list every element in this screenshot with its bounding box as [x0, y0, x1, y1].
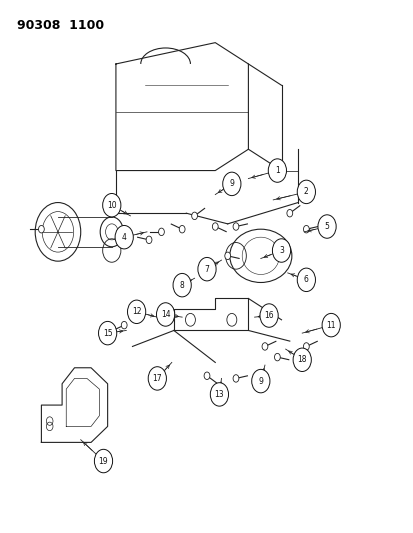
Text: 16: 16 [263, 311, 273, 320]
Text: 3: 3 [278, 246, 283, 255]
Circle shape [272, 239, 290, 262]
Circle shape [197, 257, 216, 281]
Circle shape [297, 180, 315, 204]
Circle shape [317, 215, 335, 238]
Circle shape [38, 225, 44, 233]
Text: 1: 1 [274, 166, 279, 175]
Text: 11: 11 [326, 321, 335, 329]
Circle shape [98, 321, 116, 345]
Circle shape [321, 313, 339, 337]
Circle shape [259, 304, 278, 327]
Circle shape [121, 321, 127, 329]
Text: 8: 8 [179, 281, 184, 289]
Circle shape [138, 305, 143, 313]
Circle shape [179, 225, 185, 233]
Circle shape [94, 449, 112, 473]
Text: 4: 4 [121, 233, 126, 241]
Circle shape [212, 223, 218, 230]
Text: 18: 18 [297, 356, 306, 364]
Text: 5: 5 [324, 222, 329, 231]
Text: 90308  1100: 90308 1100 [17, 19, 103, 31]
Circle shape [156, 303, 174, 326]
Text: 17: 17 [152, 374, 162, 383]
Circle shape [204, 372, 209, 379]
Circle shape [286, 209, 292, 217]
Text: 14: 14 [160, 310, 170, 319]
Circle shape [210, 383, 228, 406]
Circle shape [303, 343, 309, 350]
Text: 2: 2 [303, 188, 308, 196]
Circle shape [233, 375, 238, 382]
Text: 9: 9 [229, 180, 234, 188]
Circle shape [146, 236, 152, 244]
Text: 10: 10 [107, 201, 116, 209]
Circle shape [303, 225, 309, 233]
Text: 13: 13 [214, 390, 224, 399]
Circle shape [292, 348, 311, 372]
Text: 12: 12 [132, 308, 141, 316]
Circle shape [102, 193, 121, 217]
Text: 7: 7 [204, 265, 209, 273]
Circle shape [274, 353, 280, 361]
Circle shape [297, 268, 315, 292]
Circle shape [127, 300, 145, 324]
Circle shape [224, 252, 230, 260]
Text: 19: 19 [98, 457, 108, 465]
Circle shape [148, 367, 166, 390]
Circle shape [191, 212, 197, 220]
Circle shape [251, 369, 269, 393]
Circle shape [173, 273, 191, 297]
Circle shape [261, 343, 267, 350]
Text: 15: 15 [102, 329, 112, 337]
Circle shape [158, 228, 164, 236]
Text: 9: 9 [258, 377, 263, 385]
Circle shape [115, 225, 133, 249]
Text: 6: 6 [303, 276, 308, 284]
Circle shape [222, 172, 240, 196]
Circle shape [268, 159, 286, 182]
Circle shape [233, 223, 238, 230]
